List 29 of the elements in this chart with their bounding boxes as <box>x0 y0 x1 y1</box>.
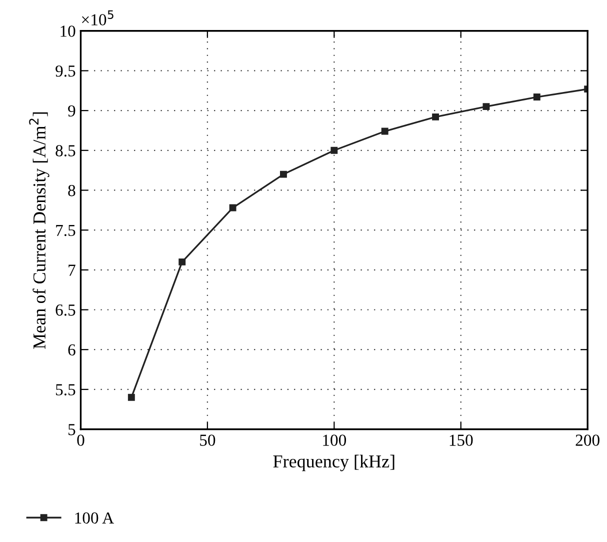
y-tick-label: 9 <box>68 105 76 117</box>
x-tick-label: 50 <box>200 434 216 446</box>
y-tick-label: 6.5 <box>56 304 76 316</box>
x-tick-label: 0 <box>77 434 84 446</box>
point <box>432 113 439 120</box>
x-tick-label: 100 <box>323 434 346 446</box>
y-tick-label: 5.5 <box>56 384 76 396</box>
point <box>128 394 135 401</box>
y-tick-label: 8.5 <box>56 145 76 156</box>
y-axis-title: Mean of Current Density [A/m$^{2}$] <box>29 112 50 349</box>
point <box>178 258 186 266</box>
point <box>482 103 490 110</box>
y-tick-label: 8 <box>68 184 76 196</box>
y-tick-label: 9.5 <box>56 65 76 77</box>
text: ×10$^{5}$ <box>82 10 114 26</box>
x-axis-title: Frequency [kHz] <box>273 454 394 472</box>
point <box>381 128 388 135</box>
x-tick-label: 200 <box>576 434 600 446</box>
point <box>330 146 338 154</box>
y-tick-label: 7.5 <box>56 224 76 236</box>
y-tick-label: 7 <box>68 264 76 276</box>
y-tick-label: 6 <box>68 344 76 356</box>
legend-label: 100 A <box>75 512 114 524</box>
point <box>229 204 236 212</box>
x-tick-label: 150 <box>450 434 473 446</box>
y-tick-label: 5 <box>68 424 76 436</box>
y-tick-label: 10 <box>60 26 76 37</box>
point <box>280 170 287 178</box>
point <box>533 94 540 100</box>
